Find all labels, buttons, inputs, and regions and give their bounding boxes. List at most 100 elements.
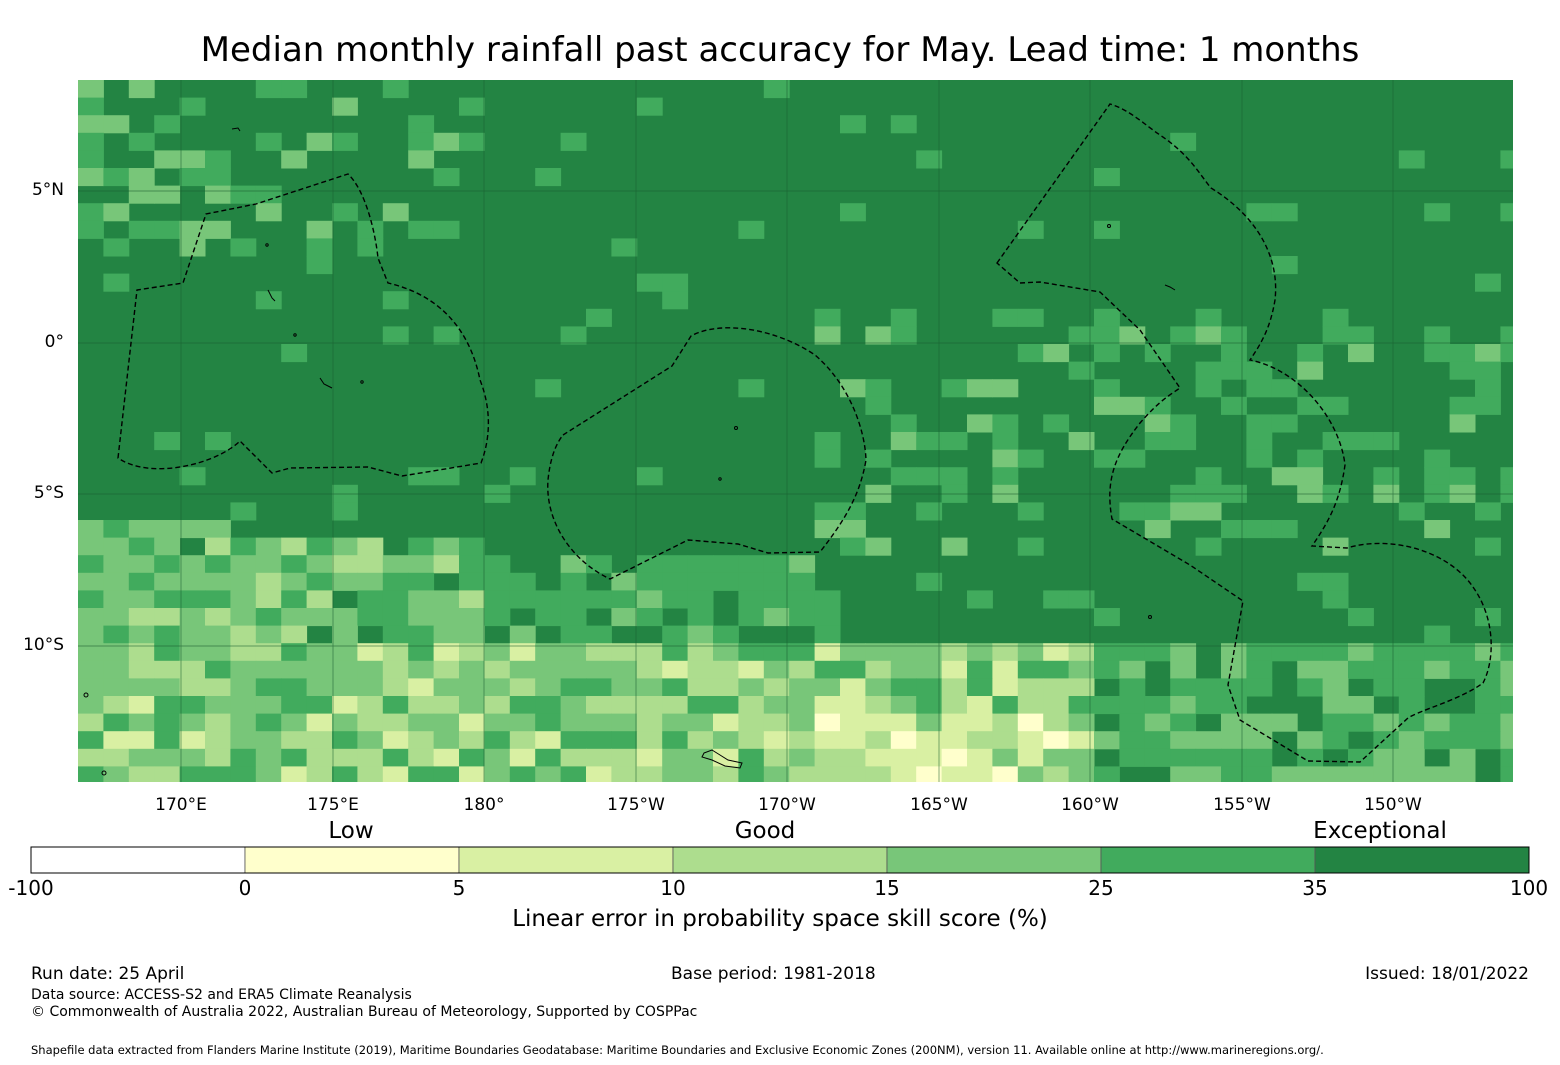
skill-cell (433, 537, 460, 556)
skill-cell (128, 643, 155, 662)
skill-cell (509, 713, 536, 732)
skill-cell (230, 748, 257, 767)
skill-cell (738, 678, 765, 697)
skill-cell (687, 572, 714, 591)
skill-cell (1348, 748, 1374, 767)
skill-cell (509, 467, 536, 486)
skill-cell (1119, 326, 1146, 345)
skill-cell (1170, 696, 1197, 715)
tick-label-0: 0 (238, 876, 252, 900)
skill-cell (1246, 432, 1273, 451)
copyright: © Commonwealth of Australia 2022, Austra… (31, 1004, 698, 1020)
skill-cell (382, 643, 409, 662)
skill-cell (611, 572, 638, 591)
skill-cell (179, 660, 206, 679)
skill-cell (103, 572, 130, 591)
skill-cell (611, 766, 638, 782)
skill-cell (1297, 449, 1324, 468)
skill-cell (687, 555, 714, 574)
skill-cell (840, 520, 866, 539)
skill-cell (763, 731, 790, 750)
skill-cell (865, 537, 892, 556)
skill-cell (916, 467, 943, 486)
skill-cell (1017, 766, 1044, 782)
graticule (78, 80, 1513, 782)
skill-cell (636, 748, 663, 767)
skill-cell (992, 678, 1019, 697)
skill-cell (992, 696, 1019, 715)
skill-cell (941, 766, 968, 782)
skill-cell (408, 625, 435, 644)
skill-cell (738, 590, 765, 609)
skill-cell (128, 731, 155, 750)
skill-cell (713, 643, 739, 662)
skill-cell (1043, 731, 1070, 750)
skill-cell (941, 696, 968, 715)
skill-cell (1221, 660, 1247, 679)
skill-cell (1297, 643, 1324, 662)
skill-cell (154, 766, 181, 782)
skill-cell (814, 520, 841, 539)
skill-cell (484, 696, 511, 715)
skill-cell (1043, 414, 1070, 433)
skill-cell (1424, 713, 1451, 732)
skill-cell (255, 590, 282, 609)
skill-cell (1195, 379, 1222, 398)
skill-cell (1500, 766, 1513, 782)
skill-cell (535, 608, 562, 627)
skill-cell (357, 608, 384, 627)
skill-cell (332, 572, 358, 591)
skill-cell (509, 625, 536, 644)
skill-cell (1119, 660, 1146, 679)
skill-cell (78, 168, 104, 187)
skill-cell (78, 713, 104, 732)
skill-cell (611, 713, 638, 732)
skill-cell (1271, 520, 1298, 539)
skill-cell (713, 696, 739, 715)
skill-cell (1449, 766, 1476, 782)
lat-label-10s: 10°S (23, 635, 64, 655)
skill-cell (560, 590, 587, 609)
skill-cell (255, 185, 282, 204)
skill-cell (738, 379, 765, 398)
skill-cell (255, 537, 282, 556)
skill-cell (992, 748, 1019, 767)
skill-cell (890, 467, 917, 486)
skill-cell (1221, 713, 1247, 732)
skill-cell (1170, 432, 1197, 451)
skill-cell (382, 590, 409, 609)
skill-cell (560, 643, 587, 662)
skill-cell (357, 731, 384, 750)
skill-cell (179, 572, 206, 591)
skill-cell (154, 660, 181, 679)
skill-cell (662, 625, 689, 644)
shapefile-credit: Shapefile data extracted from Flanders M… (31, 1043, 1324, 1057)
tick-label-10: 10 (660, 876, 686, 900)
skill-cell (382, 572, 409, 591)
lon-label-180: 180° (463, 795, 505, 815)
skill-cell (1271, 379, 1298, 398)
skill-cell (1195, 326, 1222, 345)
skill-cell (1271, 643, 1298, 662)
skill-cell (459, 132, 485, 151)
skill-cell (1043, 713, 1070, 732)
skill-cell (586, 766, 612, 782)
skill-cell (1322, 326, 1349, 345)
skill-cell (814, 713, 841, 732)
skill-cell (1144, 748, 1171, 767)
skill-cell (103, 696, 130, 715)
skill-cell (1322, 572, 1349, 591)
skill-cell (1424, 520, 1451, 539)
skill-cell (890, 115, 917, 134)
skill-cell (179, 696, 206, 715)
skill-cell (560, 731, 587, 750)
skill-cell (382, 748, 409, 767)
skill-cell (1144, 432, 1171, 451)
skill-cell (78, 696, 104, 715)
skill-cell (865, 713, 892, 732)
skill-cell (484, 660, 511, 679)
skill-cell (205, 766, 231, 782)
skill-cell (636, 273, 663, 292)
skill-cell (535, 660, 562, 679)
skill-cell (128, 132, 155, 151)
